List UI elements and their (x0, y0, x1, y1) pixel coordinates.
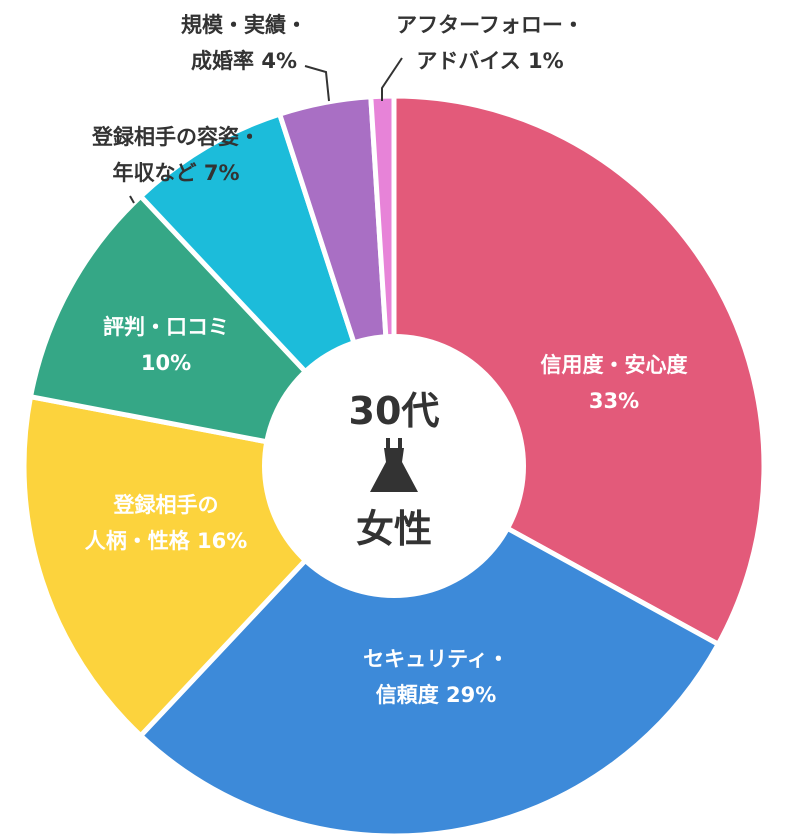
slice-label-4-line-0: 登録相手の容姿・ (91, 125, 260, 149)
slice-label-6-line-0: アフターフォロー・ (396, 13, 584, 37)
slice-label-0-line-0: 信用度・安心度 (541, 353, 688, 377)
slice-label-3-line-0: 評判・口コミ (103, 315, 229, 339)
slice-label-5-line-1: 成婚率 4% (191, 49, 297, 73)
leader-line-5 (304, 65, 330, 102)
slice-label-5-line-0: 規模・実績・ (181, 13, 307, 37)
pie-slice-1 (138, 463, 721, 839)
slice-label-1-line-1: 信頼度 29% (376, 683, 497, 707)
leader-lines (129, 57, 403, 204)
center-label-top: 30代 (349, 389, 440, 433)
leader-line-4 (129, 195, 135, 204)
slice-label-0-line-1: 33% (589, 389, 639, 413)
slice-label-4-line-1: 年収など 7% (113, 161, 240, 185)
slice-label-2-line-1: 人柄・性格 16% (85, 529, 248, 553)
slice-label-6-line-1: アドバイス 1% (416, 49, 563, 73)
slice-label-2-line-0: 登録相手の (113, 493, 219, 517)
center-label-bottom: 女性 (356, 507, 432, 551)
slice-label-3-line-1: 10% (141, 351, 191, 375)
slice-label-1-line-0: セキュリティ・ (363, 647, 509, 671)
leader-line-6 (381, 57, 403, 101)
dress-icon (370, 438, 418, 492)
